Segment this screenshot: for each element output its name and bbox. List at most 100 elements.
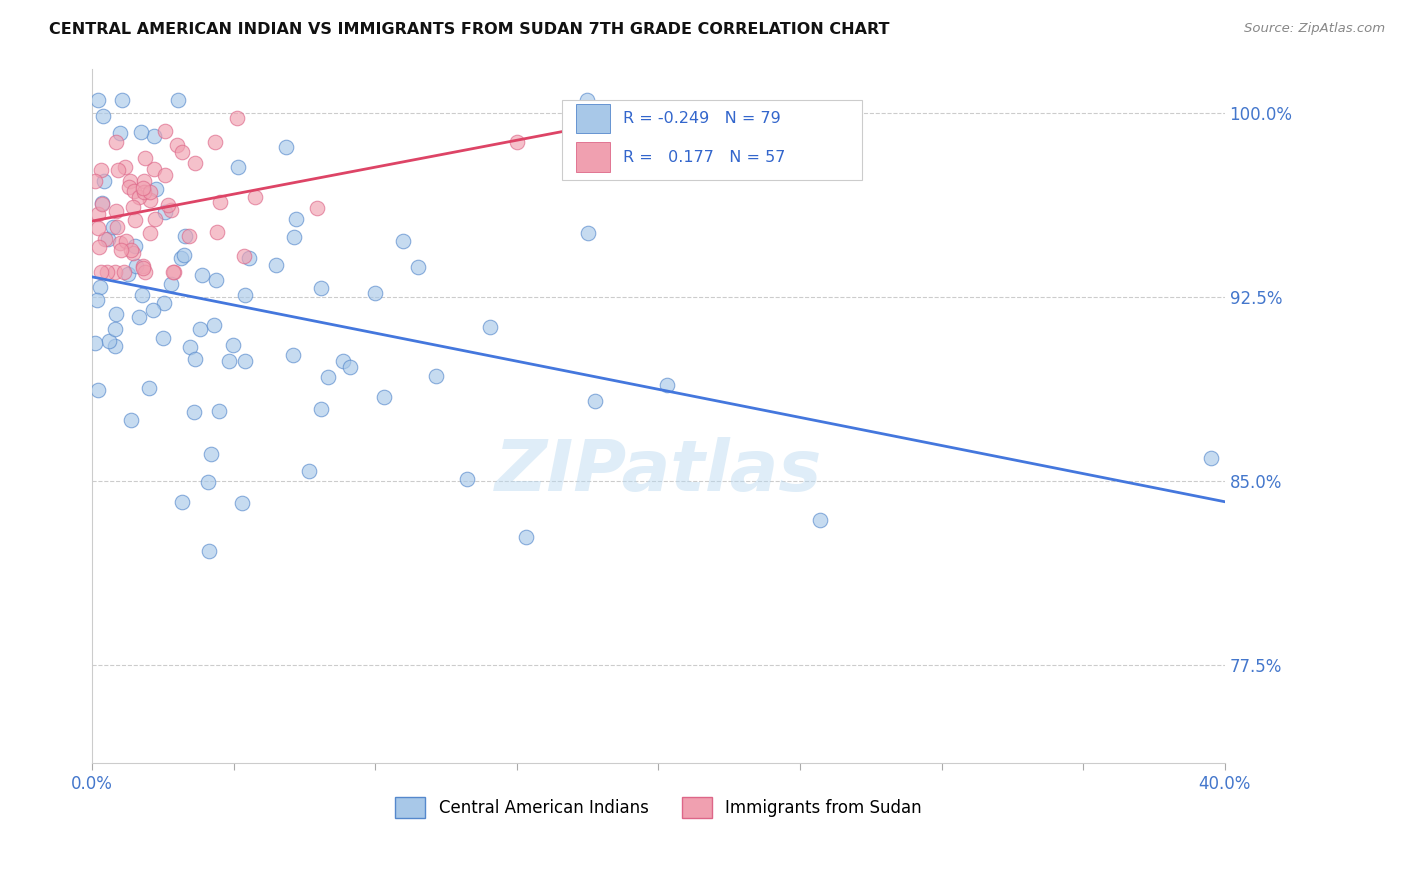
Point	[138, 193, 160, 207]
Point	[233, 353, 256, 368]
Point	[184, 155, 207, 169]
Point	[153, 204, 176, 219]
Point	[188, 322, 211, 336]
Point	[87, 207, 110, 221]
Point	[138, 381, 160, 395]
Point	[105, 204, 128, 219]
Point	[167, 94, 190, 108]
Point	[200, 447, 222, 461]
Point	[145, 182, 167, 196]
Point	[364, 286, 387, 301]
Point	[105, 220, 128, 235]
Point	[225, 111, 247, 125]
Point	[235, 287, 257, 301]
Point	[408, 260, 430, 274]
Point	[657, 377, 679, 392]
Point	[124, 239, 146, 253]
Point	[233, 249, 256, 263]
Point	[506, 136, 529, 150]
Point	[191, 268, 214, 282]
Point	[84, 174, 107, 188]
Point	[132, 259, 155, 273]
Point	[155, 124, 177, 138]
Point	[110, 127, 132, 141]
Point	[173, 228, 195, 243]
Point	[309, 402, 332, 417]
Point	[87, 220, 110, 235]
Point	[124, 212, 146, 227]
Point	[576, 226, 599, 240]
Point	[90, 163, 112, 178]
Point	[159, 202, 181, 217]
Point	[1199, 450, 1222, 465]
Point	[132, 185, 155, 199]
Point	[285, 211, 308, 226]
Point	[170, 495, 193, 509]
Point	[128, 190, 150, 204]
FancyBboxPatch shape	[576, 143, 610, 171]
Point	[128, 310, 150, 325]
Point	[117, 180, 139, 194]
Point	[208, 404, 231, 418]
Point	[173, 248, 195, 262]
Point	[238, 251, 260, 265]
Point	[231, 496, 253, 510]
Point	[87, 240, 110, 254]
Point	[305, 202, 328, 216]
Point	[101, 220, 124, 235]
Point	[316, 370, 339, 384]
Point	[91, 109, 114, 123]
Point	[456, 472, 478, 486]
FancyBboxPatch shape	[562, 100, 862, 179]
Point	[274, 140, 297, 154]
Point	[179, 340, 201, 354]
Point	[575, 94, 598, 108]
Point	[90, 265, 112, 279]
Point	[86, 293, 108, 307]
Point	[226, 160, 249, 174]
Point	[139, 185, 162, 199]
Point	[90, 195, 112, 210]
Point	[117, 267, 139, 281]
Point	[245, 190, 267, 204]
Text: Source: ZipAtlas.com: Source: ZipAtlas.com	[1244, 22, 1385, 36]
Point	[160, 277, 183, 291]
Point	[218, 353, 240, 368]
Point	[177, 228, 200, 243]
Point	[97, 334, 120, 348]
Point	[425, 369, 447, 384]
Point	[172, 145, 194, 159]
Text: CENTRAL AMERICAN INDIAN VS IMMIGRANTS FROM SUDAN 7TH GRADE CORRELATION CHART: CENTRAL AMERICAN INDIAN VS IMMIGRANTS FR…	[49, 22, 890, 37]
Point	[104, 265, 127, 279]
Point	[122, 246, 145, 260]
Point	[332, 353, 354, 368]
Point	[114, 160, 136, 174]
Text: ZIPatlas: ZIPatlas	[495, 437, 823, 506]
Point	[104, 339, 127, 353]
Point	[111, 94, 134, 108]
Point	[131, 288, 153, 302]
Point	[183, 405, 205, 419]
Point	[134, 151, 156, 165]
Point	[120, 413, 142, 427]
Point	[134, 265, 156, 279]
Point	[125, 259, 148, 273]
Point	[515, 530, 537, 544]
Point	[162, 265, 184, 279]
Point	[298, 464, 321, 478]
Point	[479, 319, 502, 334]
Point	[309, 280, 332, 294]
Point	[120, 243, 142, 257]
Point	[143, 161, 166, 176]
Point	[170, 251, 193, 265]
Text: R = -0.249   N = 79: R = -0.249 N = 79	[623, 112, 782, 127]
Point	[204, 135, 226, 149]
Point	[583, 393, 606, 408]
Text: R =   0.177   N = 57: R = 0.177 N = 57	[623, 150, 786, 165]
Point	[209, 194, 232, 209]
Point	[202, 318, 225, 333]
Point	[96, 265, 118, 279]
Point	[392, 234, 415, 248]
Point	[281, 348, 304, 362]
Point	[373, 390, 395, 404]
